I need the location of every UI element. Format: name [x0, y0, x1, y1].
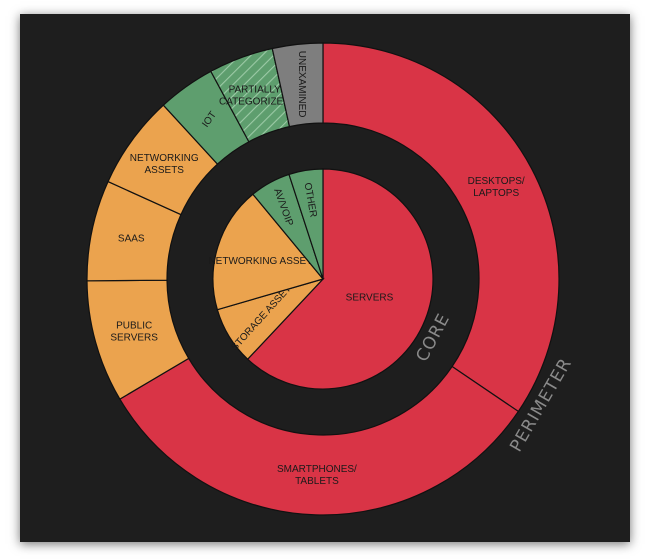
slice-perimeter-desktops-laptops[interactable] — [322, 42, 560, 413]
slice-label-perimeter-networking-assets: NETWORKING ASSETS — [130, 153, 199, 176]
slice-core-networking-assets[interactable] — [212, 193, 325, 311]
slice-core-other[interactable] — [288, 168, 324, 280]
slice-label-core-networking-assets: NETWORKING ASSETS — [208, 255, 319, 266]
slice-core-servers[interactable] — [246, 168, 434, 390]
slice-label-perimeter-desktops-laptops: DESKTOPS/LAPTOPS — [468, 176, 525, 199]
chart-frame: SERVERS STORAGE ASSETS NETWORKING ASSETS AV… — [20, 14, 630, 542]
slice-label-perimeter-saas: SAAS — [118, 233, 145, 244]
slice-label-perimeter-unexamined: UNEXAMINED — [296, 51, 307, 118]
slice-perimeter-unexamined[interactable] — [271, 42, 324, 128]
slice-label-perimeter-public-servers: PUBLIC SERVERS — [110, 320, 158, 343]
slice-label-perimeter-smartphones-tablets: SMARTPHONES/TABLETS — [277, 464, 357, 487]
perimeter-ring: DESKTOPS/LAPTOPS SMARTPHONES/TABLETS PUBLI… — [86, 42, 560, 516]
slice-perimeter-smartphones-tablets[interactable] — [119, 357, 520, 516]
slice-label-core-servers: SERVERS — [346, 292, 394, 303]
slice-label-perimeter-partially-categorized: PARTIALLY CATEGORIZED — [219, 84, 290, 107]
